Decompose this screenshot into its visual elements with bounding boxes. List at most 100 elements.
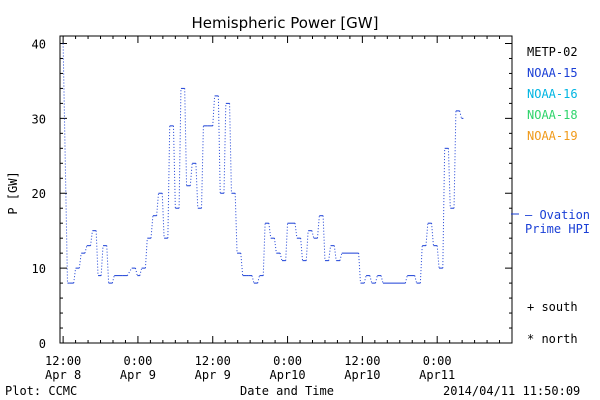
series-segment-dotted — [380, 275, 384, 284]
series-segment-dotted — [139, 268, 143, 276]
ovation-label: — Ovation Prime HPI — [525, 208, 590, 236]
series-segment-dotted — [126, 267, 133, 276]
x-axis-label: Date and Time — [240, 384, 334, 398]
x-tick-label-date-5: Apr11 — [419, 368, 455, 382]
series-segment-dotted — [178, 88, 182, 209]
series-segment-dotted — [90, 230, 93, 246]
plot-frame — [59, 35, 513, 344]
ovation-label-line1: — Ovation — [525, 208, 590, 222]
marker-south: + south — [527, 300, 578, 314]
series-segment-dotted — [369, 275, 373, 284]
y-tick-label-0: 0 — [39, 337, 46, 351]
series-segment-dotted — [240, 253, 244, 276]
series-group — [62, 43, 464, 284]
series-segment-dotted — [442, 148, 446, 269]
x-tick-label-time-1: 0:00 — [123, 354, 152, 368]
series-segment-dotted — [167, 125, 171, 239]
series-segment-dotted — [436, 245, 440, 269]
series-segment-dotted — [201, 125, 204, 209]
series-segment-dotted — [333, 245, 337, 261]
series-segment-dotted — [453, 110, 457, 209]
series-segment-dotted — [363, 275, 367, 284]
series-segment-dotted — [100, 245, 104, 276]
legend-entry-noaa-16: NOAA-16 — [527, 87, 578, 101]
series-segment-dotted — [374, 275, 378, 284]
series-segment-dotted — [339, 253, 343, 261]
series-segment-dotted — [62, 43, 68, 284]
series-segment-dotted — [161, 193, 165, 239]
x-tick-label-date-3: Apr10 — [269, 368, 305, 382]
series-segment-dotted — [234, 193, 238, 254]
x-tick-label-date-2: Apr 9 — [195, 368, 231, 382]
series-segment-dotted — [257, 275, 260, 284]
series-segment-dotted — [316, 215, 320, 239]
series-segment-dotted — [217, 95, 221, 194]
marker-legend: + south * north — [527, 300, 578, 346]
x-tick-label-time-5: 0:00 — [423, 354, 452, 368]
ovation-label-line2: Prime HPI — [525, 222, 590, 236]
series-segment-dotted — [73, 268, 77, 284]
series-segment-dotted — [144, 238, 148, 269]
x-tick-label-time-3: 0:00 — [273, 354, 302, 368]
y-tick-label-4: 40 — [32, 37, 46, 51]
series-segment-dotted — [184, 88, 188, 186]
x-tick-label-time-0: 12:00 — [45, 354, 81, 368]
series-segment-dotted — [262, 223, 266, 276]
legend-entry-noaa-18: NOAA-18 — [527, 108, 578, 122]
series-segment-dotted — [447, 148, 451, 209]
x-tick-label-date-1: Apr 9 — [120, 368, 156, 382]
series-segment-dotted — [322, 215, 326, 261]
marker-north: * north — [527, 332, 578, 346]
series-segment-dotted — [223, 103, 227, 194]
series-segment-dotted — [150, 215, 154, 239]
series-segment-dotted — [251, 275, 255, 284]
series-segment-dotted — [419, 245, 423, 284]
series-segment-dotted — [414, 275, 418, 284]
series-segment-dotted — [279, 253, 283, 261]
series-segment-dotted — [195, 163, 199, 209]
x-tick-label-date-0: Apr 8 — [45, 368, 81, 382]
series-segment-dotted — [404, 275, 408, 284]
series-segment-dotted — [294, 223, 298, 239]
series-segment-dotted — [431, 223, 434, 246]
series-segment-dotted — [106, 245, 110, 284]
series-segment-dotted — [273, 238, 277, 254]
series-segment-dotted — [84, 245, 88, 254]
series-segment-dotted — [111, 275, 115, 284]
series-segment-dotted — [311, 230, 315, 239]
y-tick-label-1: 10 — [32, 262, 46, 276]
series-segment-dotted — [459, 110, 462, 119]
series-segment-dotted — [305, 230, 309, 261]
series-segment-dotted — [189, 163, 193, 186]
chart-title: Hemispheric Power [GW] — [192, 14, 379, 32]
series-segment-dotted — [172, 125, 176, 209]
series-noaa-15 — [62, 43, 464, 284]
series-segment-dotted — [156, 193, 160, 216]
series-segment-dotted — [425, 223, 429, 246]
y-axis-label: P [GW] — [6, 171, 20, 214]
series-segment-dotted — [212, 95, 216, 126]
legend-entry-noaa-15: NOAA-15 — [527, 66, 578, 80]
x-tick-label-date-4: Apr10 — [344, 368, 380, 382]
series-segment-dotted — [134, 268, 138, 276]
y-tick-label-2: 20 — [32, 187, 46, 201]
x-tick-label-time-4: 12:00 — [344, 354, 380, 368]
legend-entry-metp-02: METP-02 — [527, 45, 578, 59]
series-segment-dotted — [300, 238, 304, 261]
series-segment-dotted — [95, 230, 99, 276]
series-segment-dotted — [358, 253, 362, 284]
plot-border — [59, 35, 513, 344]
series-segment-dotted — [328, 245, 332, 261]
legend: METP-02 NOAA-15 NOAA-16 NOAA-18 NOAA-19 — [527, 45, 578, 143]
series-segment-dotted — [285, 223, 289, 261]
series-segment-dotted — [268, 223, 272, 239]
legend-entry-noaa-19: NOAA-19 — [527, 129, 578, 143]
x-tick-label-time-2: 12:00 — [195, 354, 231, 368]
y-axis: 0 10 20 30 40 — [32, 37, 512, 351]
series-segment-dotted — [78, 253, 82, 269]
footer-left: Plot: CCMC — [5, 384, 77, 398]
y-tick-label-3: 30 — [32, 112, 46, 126]
footer-right: 2014/04/11 11:50:09 — [443, 384, 580, 398]
